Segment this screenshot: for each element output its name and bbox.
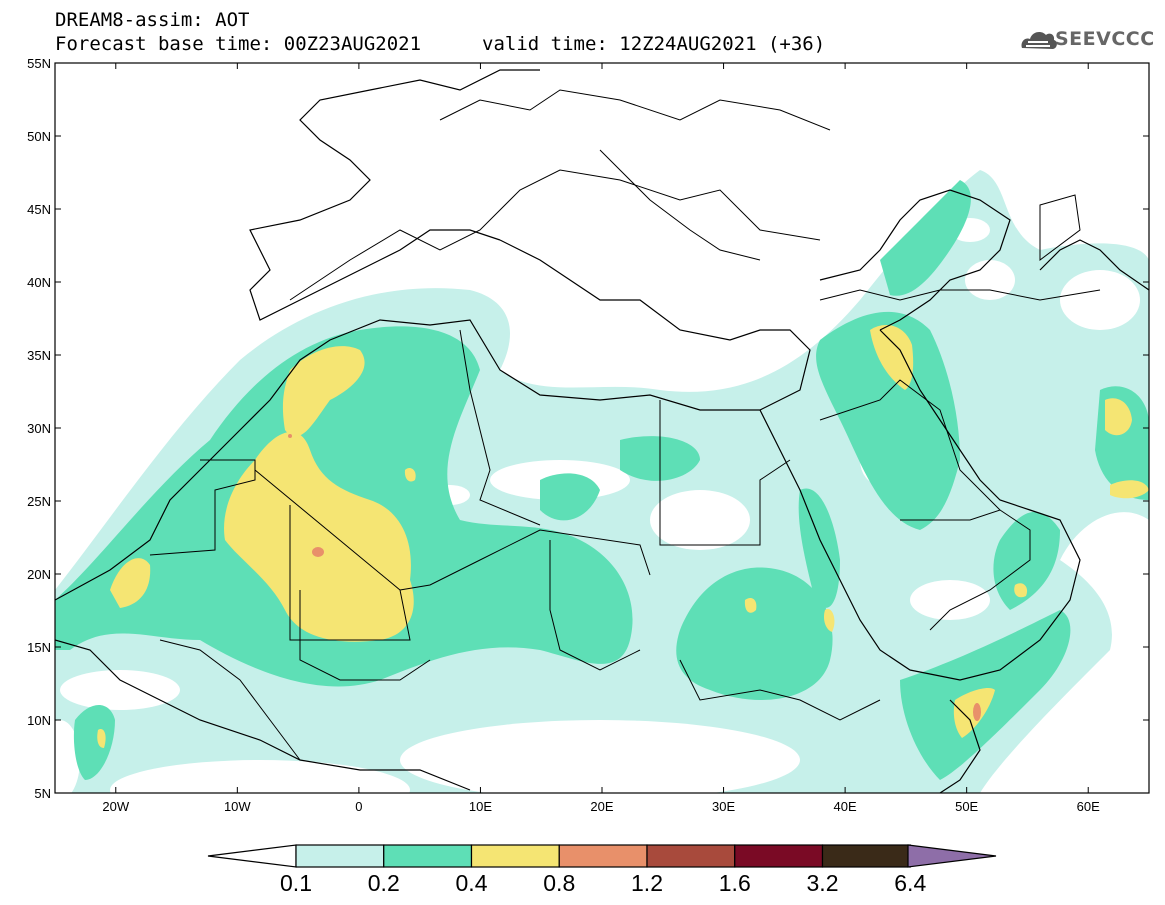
lat-label: 20N [27,567,51,582]
colorbar-segment [821,844,911,868]
aot-band-0-4 [97,325,1149,748]
colorbar-segment [295,844,385,868]
lat-labels: 55N 50N 45N 40N 35N 30N 25N 20N 15N 10N 5N [27,56,51,801]
axis-ticks [55,62,1149,794]
colorbar-segment [558,844,648,868]
colorbar-segment [383,844,473,868]
cloud-icon [1021,31,1057,49]
colorbar-segment [470,844,560,868]
colorbar-label: 1.2 [631,870,663,896]
valid-time: valid time: 12Z24AUG2021 (+36) [482,33,826,55]
aot-band-0-8 [288,434,981,721]
colorbar-high-arrow [907,844,997,868]
lon-label: 40E [834,799,857,814]
forecast-base-time: Forecast base time: 00Z23AUG2021 [55,33,422,55]
lon-label: 20E [590,799,613,814]
lon-label: 0 [355,799,362,814]
lat-label: 25N [27,494,51,509]
lat-label: 45N [27,202,51,217]
lon-label: 30E [712,799,735,814]
colorbar-label: 0.1 [280,870,312,896]
coastlines [55,69,1149,793]
lon-label: 60E [1077,799,1100,814]
colorbar-label: 3.2 [806,870,839,896]
colorbar-label: 1.6 [718,870,751,896]
colorbar-label: 0.4 [455,870,488,896]
lon-label: 20W [102,799,129,814]
lat-label: 30N [27,421,51,436]
lat-label: 50N [27,129,51,144]
country-borders [149,89,1101,761]
lat-label: 10N [27,713,51,728]
lat-label: 15N [27,640,51,655]
lat-label: 40N [27,275,51,290]
lon-label: 10E [469,799,492,814]
aot-field [55,69,1149,793]
lon-labels: 20W 10W 0 10E 20E 30E 40E 50E 60E [102,799,1100,814]
colorbar-label: 6.4 [894,870,927,896]
colorbar-segment [734,844,824,868]
logo-text: SEEVCCC [1055,28,1155,50]
lat-label: 35N [27,348,51,363]
colorbar-segment [646,844,736,868]
lat-label: 5N [34,786,51,801]
colorbar-label: 0.8 [543,870,576,896]
lat-label: 55N [27,56,51,71]
map-title: DREAM8-assim: AOT [55,9,250,31]
colorbar-low-arrow [207,844,297,868]
colorbar-label: 0.2 [367,870,400,896]
colorbar [207,844,997,868]
lon-label: 50E [955,799,978,814]
lon-label: 10W [224,799,251,814]
